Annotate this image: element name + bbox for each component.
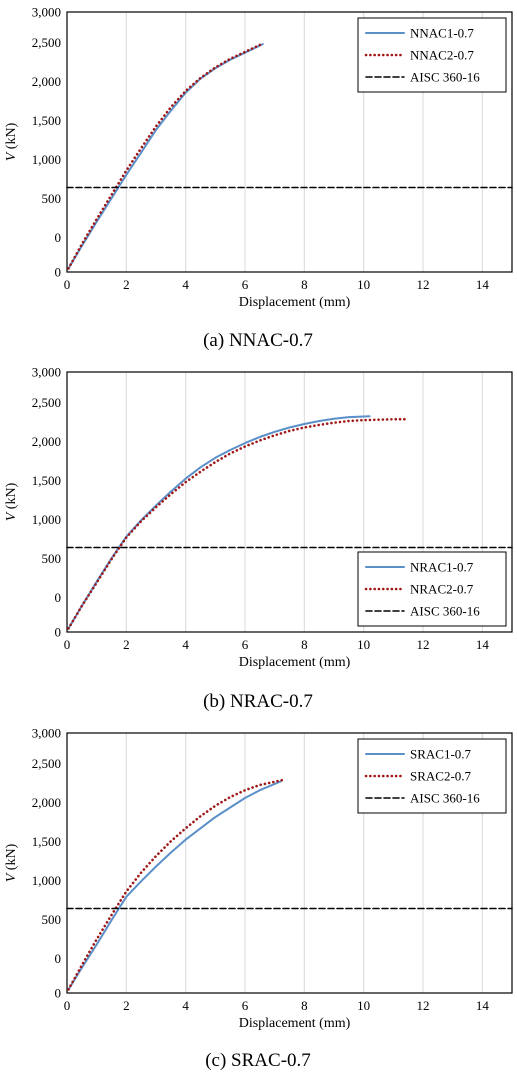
x-tick-label: 6 (242, 277, 249, 292)
x-tick-label: 2 (123, 277, 130, 292)
plot-frame (66, 11, 513, 273)
legend-entry: AISC 360-16 (410, 791, 480, 806)
x-tick-label: 14 (476, 637, 490, 652)
x-tick-label: 6 (242, 637, 249, 652)
chart-caption: (c) SRAC-0.7 (205, 1050, 311, 1071)
y-tick-label: 3,000 (32, 726, 61, 741)
y-tick-label: 500 (42, 551, 62, 566)
x-tick-label: 2 (123, 637, 130, 652)
y-tick-label: 1,500 (32, 834, 61, 849)
y-axis-label: V (kN) (4, 122, 19, 161)
series-line-1 (67, 780, 282, 991)
x-tick-label: 2 (123, 998, 130, 1013)
legend: NRAC1-0.7 NRAC2-0.7 AISC 360-16 (357, 551, 507, 627)
y-tick-label: 2,500 (32, 395, 61, 410)
x-tick-label: 12 (417, 998, 430, 1013)
legend-entry: AISC 360-16 (410, 70, 480, 85)
y-axis-label: V (kN) (4, 482, 19, 521)
y-tick-label: 0 (55, 230, 62, 245)
y-tick-label: 3,000 (32, 5, 61, 20)
y-tick-label: 1,000 (32, 873, 61, 888)
x-tick-label: 6 (242, 998, 249, 1013)
legend-entry: NNAC2-0.7 (410, 48, 474, 63)
x-tick-label: 12 (417, 277, 430, 292)
y-tick-label: 1,000 (32, 152, 61, 167)
x-tick-label: 10 (357, 637, 370, 652)
series-line-2 (67, 43, 262, 270)
x-tick-label: 8 (301, 998, 308, 1013)
y-axis-label: V (kN) (4, 843, 19, 882)
chart-panel-1: 0 2 4 6 8 10 12 14005001,0001,5002,0002,5003,00… (4, 5, 513, 351)
y-tick-label: 2,000 (32, 795, 61, 810)
plot-frame (66, 732, 513, 994)
legend-entry: SRAC2-0.7 (410, 769, 472, 784)
y-tick-label: 1,500 (32, 113, 61, 128)
series-line-1 (67, 415, 371, 630)
y-tick-label: 1,500 (32, 473, 61, 488)
legend-entry: NRAC2-0.7 (410, 582, 474, 597)
x-tick-label: 4 (182, 637, 189, 652)
x-tick-label: 10 (357, 998, 370, 1013)
x-tick-label: 12 (417, 637, 430, 652)
y-tick-label: 1,000 (32, 512, 61, 527)
y-tick-label: 0 (55, 265, 62, 280)
y-tick-label: 3,000 (32, 365, 61, 380)
series-line-2 (67, 778, 285, 991)
series-line-1 (67, 43, 264, 270)
x-tick-label: 0 (64, 277, 71, 292)
x-tick-label: 4 (182, 277, 189, 292)
x-axis-label: Displacement (mm) (239, 295, 351, 310)
legend-entry: SRAC1-0.7 (410, 747, 472, 762)
y-axis-label-unit: (kN) (4, 122, 19, 152)
y-tick-label: 0 (55, 625, 62, 640)
y-axis-label-symbol: V (4, 872, 19, 882)
legend: NNAC1-0.7 NNAC2-0.7 AISC 360-16 (357, 17, 507, 93)
legend-entry: NNAC1-0.7 (410, 26, 474, 41)
y-tick-label: 0 (55, 986, 62, 1001)
y-tick-label: 500 (42, 191, 62, 206)
y-axis-label-unit: (kN) (4, 482, 19, 512)
y-tick-label: 0 (55, 951, 62, 966)
y-tick-label: 500 (42, 912, 62, 927)
x-tick-label: 0 (64, 637, 71, 652)
legend-entry: AISC 360-16 (410, 604, 480, 619)
x-tick-label: 10 (357, 277, 370, 292)
x-tick-label: 8 (301, 637, 308, 652)
y-axis-label-symbol: V (4, 511, 19, 521)
chart-panel-3: 0 2 4 6 8 10 12 14005001,0001,5002,0002,5003,00… (4, 726, 513, 1071)
x-tick-label: 8 (301, 277, 308, 292)
x-tick-label: 14 (476, 277, 490, 292)
chart-caption: (b) NRAC-0.7 (203, 691, 313, 712)
y-tick-label: 0 (55, 590, 62, 605)
y-tick-label: 2,500 (32, 35, 61, 50)
x-axis-label: Displacement (mm) (239, 1016, 351, 1031)
y-axis-label-symbol: V (4, 151, 19, 161)
y-tick-label: 2,000 (32, 434, 61, 449)
chart-panel-2: 0 2 4 6 8 10 12 14005001,0001,5002,0002,5003,00… (4, 365, 513, 712)
y-axis-label-unit: (kN) (4, 843, 19, 873)
x-tick-label: 0 (64, 998, 71, 1013)
x-axis-label: Displacement (mm) (239, 655, 351, 670)
plot-frame (66, 371, 513, 633)
legend: SRAC1-0.7 SRAC2-0.7 AISC 360-16 (357, 738, 507, 814)
x-tick-label: 14 (476, 998, 490, 1013)
y-tick-label: 2,000 (32, 74, 61, 89)
series-line-2 (67, 417, 407, 630)
x-tick-label: 4 (182, 998, 189, 1013)
legend-entry: NRAC1-0.7 (410, 560, 474, 575)
y-tick-label: 2,500 (32, 756, 61, 771)
chart-caption: (a) NNAC-0.7 (203, 330, 313, 351)
